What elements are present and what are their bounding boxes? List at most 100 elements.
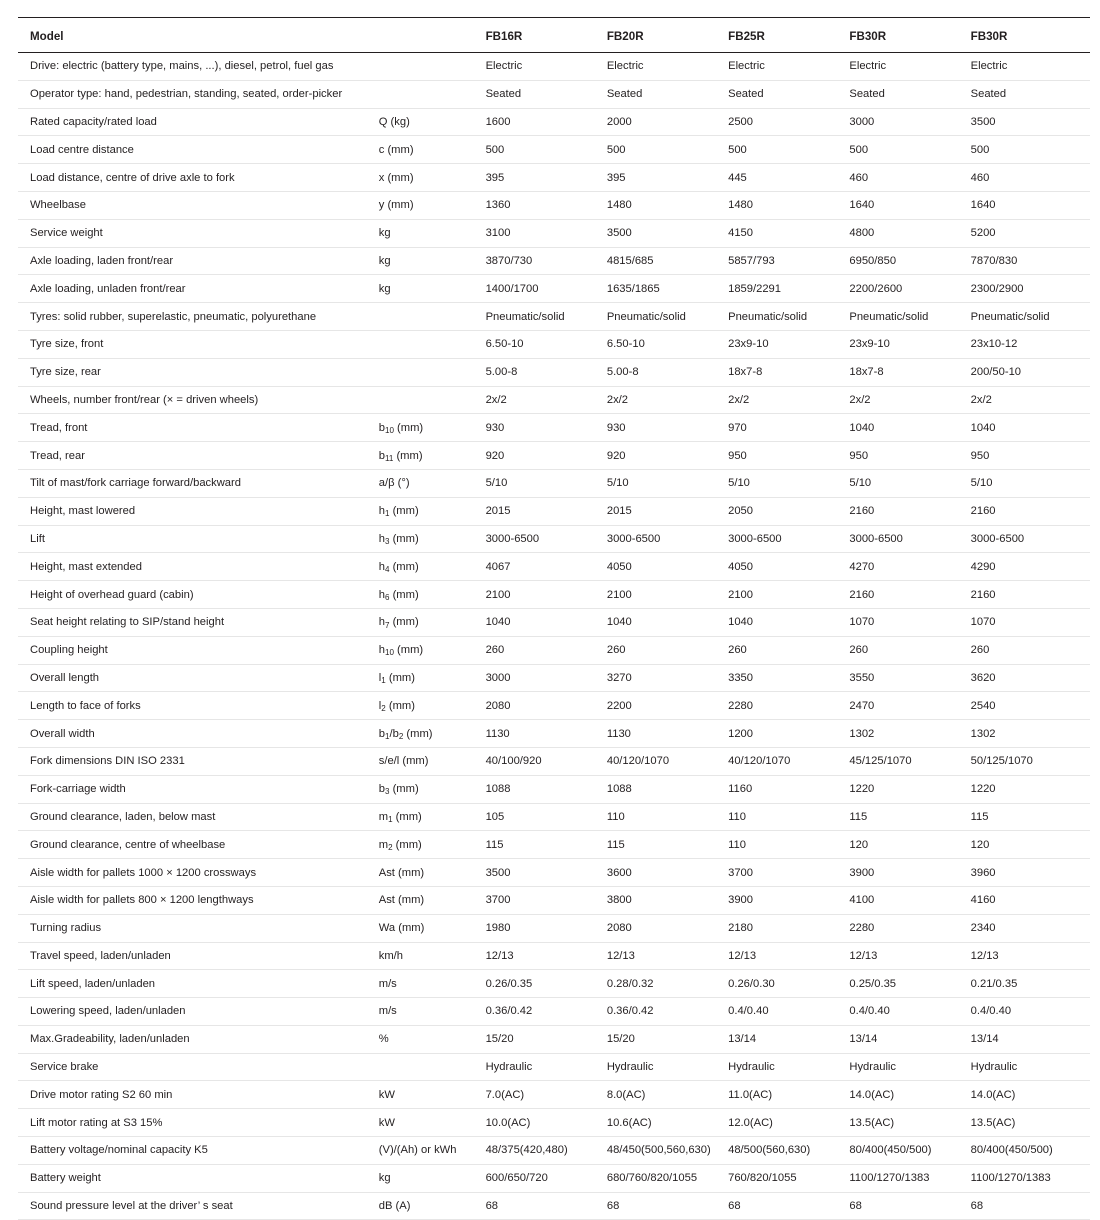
table-row: Lift motor rating at S3 15% kW 10.0(AC) 10.… [18,1108,1090,1138]
cell-value: 3500 [604,219,727,248]
row-symbol-unit: m/s [378,969,484,999]
cell-value: Hydraulic [847,1053,969,1082]
row-label: Turning radius [18,914,379,943]
cell-value: 2160 [847,497,969,526]
row-label: Travel speed, laden/unladen [18,942,379,971]
cell-value: 3550 [847,664,969,693]
cell-value: 2160 [968,580,1090,609]
table-row: Height, mast extended h4 (mm) 4067 4050 4050… [18,552,1090,582]
cell-value: 110 [726,803,848,832]
cell-value: 760/820/1055 [726,1164,848,1193]
table-row: Axle loading, laden front/rear kg 3870/730… [18,247,1090,276]
cell-value: 395 [483,163,605,192]
cell-value: 0.4/0.40 [968,997,1090,1026]
cell-value: Seated [604,80,727,109]
cell-value: 1360 [483,191,605,220]
table-row: Aisle width for pallets 1000 × 1200 cros… [18,858,1090,887]
row-symbol-unit: c (mm) [378,135,484,165]
row-symbol-unit: h7 (mm) [378,608,484,637]
cell-value: Pneumatic/solid [483,302,605,331]
cell-value: 80/400(450/500) [847,1136,969,1165]
row-label: Battery weight [18,1164,379,1193]
cell-value: Electric [726,52,848,81]
cell-value: 2000 [604,108,727,137]
row-symbol-unit: l1 (mm) [378,664,484,693]
cell-value: 23x9-10 [726,330,848,359]
cell-value: 460 [847,163,969,192]
cell-value: 5/10 [604,469,727,498]
cell-value: 15/20 [483,1025,605,1054]
row-label: Wheels, number front/rear (× = driven wh… [18,386,379,415]
cell-value: 1400/1700 [483,274,605,304]
cell-value: 3870/730 [483,247,605,276]
cell-value: 0.26/0.30 [726,969,848,999]
cell-value: 120 [968,830,1090,860]
row-symbol-unit: b3 (mm) [378,775,484,804]
cell-value: 68 [604,1192,727,1220]
cell-value: 5.00-8 [483,358,605,387]
cell-value: 105 [483,803,605,832]
cell-value: 12/13 [968,942,1090,971]
row-label: Service weight [18,219,379,248]
cell-value: Seated [847,80,969,109]
row-label: Lowering speed, laden/unladen [18,997,379,1026]
row-label: Height, mast lowered [18,497,379,526]
cell-value: 40/100/920 [483,747,605,776]
cell-value: 500 [726,135,848,165]
cell-value: 680/760/820/1055 [604,1164,727,1193]
cell-value: 0.21/0.35 [968,969,1090,999]
row-symbol-unit: % [378,1025,484,1054]
cell-value: 1220 [847,775,969,804]
row-label: Load centre distance [18,135,379,165]
row-label: Service brake [18,1053,379,1082]
cell-value: 4100 [847,886,969,915]
column-header-model: Model [18,17,379,53]
row-label: Aisle width for pallets 800 × 1200 lengt… [18,886,379,915]
cell-value: Seated [483,80,605,109]
cell-value: 920 [483,441,605,470]
cell-value: 10.6(AC) [604,1108,727,1138]
cell-value: 2470 [847,691,969,721]
cell-value: Electric [847,52,969,81]
cell-value: 4815/685 [604,247,727,276]
cell-value: 68 [847,1192,969,1220]
cell-value: 500 [847,135,969,165]
table-row: Ground clearance, centre of wheelbase m2 … [18,830,1090,860]
row-label: Tyre size, rear [18,358,379,387]
row-label: Drive: electric (battery type, mains, ..… [18,52,379,81]
cell-value: 115 [483,830,605,860]
row-label: Axle loading, unladen front/rear [18,274,379,304]
table-row: Fork dimensions DIN ISO 2331 s/e/l (mm) 40… [18,747,1090,776]
row-label: Tread, front [18,413,379,443]
cell-value: Electric [604,52,727,81]
cell-value: 40/120/1070 [726,747,848,776]
cell-value: 2x/2 [483,386,605,415]
table-row: Battery voltage/nominal capacity K5 (V)/(… [18,1136,1090,1165]
column-header-model-3: FB25R [726,17,848,53]
table-row: Overall width b1/b2 (mm) 1130 1130 1200 1302 1… [18,719,1090,748]
row-symbol-unit: a/β (°) [378,469,484,498]
cell-value: 2340 [968,914,1090,943]
cell-value: 110 [604,803,727,832]
table-row: Ground clearance, laden, below mast m1 (m… [18,803,1090,832]
row-symbol-unit: h4 (mm) [378,552,484,582]
row-symbol-unit [378,80,484,109]
cell-value: 3100 [483,219,605,248]
cell-value: 3800 [604,886,727,915]
cell-value: 1088 [604,775,727,804]
cell-value: Seated [726,80,848,109]
cell-value: 260 [968,636,1090,665]
cell-value: 120 [847,830,969,860]
table-row: Fork-carriage width b3 (mm) 1088 1088 1160 12… [18,775,1090,804]
row-label: Seat height relating to SIP/stand height [18,608,379,637]
cell-value: 2100 [604,580,727,609]
table-row: Seat height relating to SIP/stand height… [18,608,1090,637]
row-label: Fork-carriage width [18,775,379,804]
row-label: Lift speed, laden/unladen [18,969,379,999]
cell-value: 260 [483,636,605,665]
cell-value: 4067 [483,552,605,582]
cell-value: 3900 [726,886,848,915]
cell-value: 1040 [968,413,1090,443]
cell-value: 23x9-10 [847,330,969,359]
cell-value: 3350 [726,664,848,693]
